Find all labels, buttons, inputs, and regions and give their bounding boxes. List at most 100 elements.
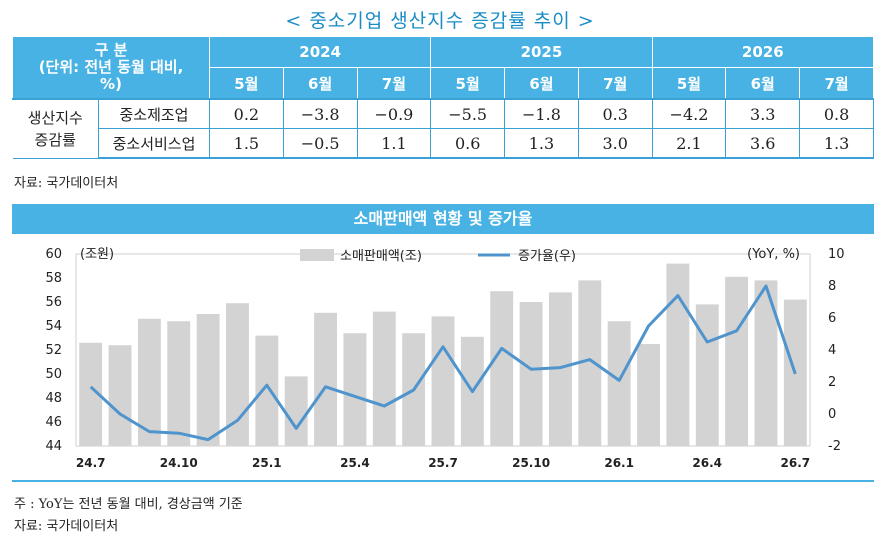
table-cell: 1.3: [504, 128, 579, 159]
month-header: 5월: [209, 67, 284, 100]
left-tick-label: 48: [45, 391, 62, 406]
bar: [725, 276, 749, 446]
table-row: 생산지수 증감률 중소제조업 0.2 −3.8 −0.9 −5.5 −1.8 0…: [12, 98, 874, 159]
row-label: 중소서비스업: [98, 128, 210, 159]
bar: [314, 312, 338, 446]
bar-series: [79, 263, 807, 446]
month-header: 5월: [430, 67, 506, 100]
table-cell: −0.9: [356, 98, 432, 129]
bar: [255, 335, 279, 446]
bar: [666, 263, 690, 446]
left-tick-label: 46: [45, 415, 62, 430]
table-cell: 1.1: [356, 128, 432, 159]
bar: [284, 376, 308, 446]
chart-title: 소매판매액 현황 및 증가율: [12, 204, 874, 234]
divider: [12, 480, 874, 482]
bar: [607, 321, 631, 446]
chart-note: 주 : YoY는 전년 동월 대비, 경상금액 기준: [14, 497, 243, 512]
table-cell: −1.8: [504, 98, 579, 129]
bar: [519, 302, 543, 446]
table-cell: 2.1: [651, 128, 727, 159]
bar: [372, 311, 396, 446]
table-cell: 1.3: [799, 128, 874, 159]
month-header: 5월: [651, 67, 727, 100]
left-tick-label: 52: [45, 343, 62, 358]
right-axis: 10 8 6 4 2 0 -2: [828, 247, 845, 454]
bar: [431, 316, 455, 446]
x-tick-label: 26.4: [692, 456, 722, 470]
table-cell: 3.0: [577, 128, 653, 159]
x-tick-label: 26.1: [604, 456, 634, 470]
table-cell: 3.3: [725, 98, 801, 129]
table-cell: −4.2: [651, 98, 727, 129]
left-tick-label: 56: [45, 295, 62, 310]
row-group-label: 생산지수 증감률: [12, 98, 99, 159]
page-title: < 중소기업 생산지수 증감률 추이 >: [285, 10, 595, 32]
left-tick-label: 50: [45, 367, 62, 382]
month-header: 7월: [356, 67, 432, 100]
table-cell: −0.5: [282, 128, 358, 159]
legend-line-label: 증가율(우): [518, 249, 576, 264]
x-tick-label: 25.10: [512, 456, 550, 470]
x-tick-label: 24.7: [76, 456, 106, 470]
bar: [343, 333, 367, 446]
right-tick-label: 2: [828, 375, 836, 390]
x-tick-label: 24.10: [160, 456, 198, 470]
row-label: 중소제조업: [98, 98, 210, 129]
year-header: 2025: [430, 36, 653, 68]
x-tick-label: 26.7: [781, 456, 811, 470]
left-tick-label: 60: [45, 247, 62, 262]
right-tick-label: 4: [828, 343, 836, 358]
table-cell: 0.3: [577, 98, 653, 129]
left-axis: 60 58 56 54 52 50 48 46 44: [45, 247, 62, 454]
table-cell: 0.2: [209, 98, 284, 129]
right-tick-label: -2: [828, 439, 841, 454]
table-cell: 3.6: [725, 128, 801, 159]
year-header: 2026: [651, 36, 875, 68]
bar: [226, 303, 249, 446]
right-axis-label: (YoY, %): [747, 247, 800, 262]
table-row: 중소서비스업 1.5 −0.5 1.1 0.6 1.3 3.0 2.1 3.6 …: [13, 128, 874, 159]
left-tick-label: 58: [45, 271, 62, 286]
bar: [754, 280, 778, 446]
month-header: 6월: [725, 67, 801, 100]
left-tick-label: 54: [45, 319, 62, 334]
line-series: [89, 284, 797, 442]
right-tick-label: 6: [828, 311, 836, 326]
month-header: 6월: [504, 67, 579, 100]
bar: [167, 321, 191, 446]
chart-source: 자료: 국가데이터처: [14, 519, 119, 534]
month-header: 7월: [799, 67, 874, 100]
year-header: 2024: [208, 36, 432, 68]
bar: [137, 318, 161, 446]
table-cell: 0.8: [799, 98, 874, 129]
right-tick-label: 8: [828, 279, 836, 294]
growth-table: 구 분 (단위: 전년 동월 대비, %) 2024 2025 2026 5월 …: [12, 36, 875, 159]
x-tick-label: 25.4: [340, 456, 370, 470]
left-tick-label: 44: [45, 439, 62, 454]
right-tick-label: 0: [828, 407, 836, 422]
bar: [637, 344, 660, 446]
bar: [695, 304, 719, 446]
table-cell: −3.8: [282, 98, 358, 129]
table-cell: 1.5: [209, 128, 284, 159]
month-header: 7월: [577, 67, 653, 100]
bar: [548, 292, 572, 446]
x-tick-label: 25.7: [428, 456, 458, 470]
bar: [108, 345, 132, 446]
table-header-label: 구 분 (단위: 전년 동월 대비, %): [12, 36, 210, 100]
legend-bar-label: 소매판매액(조): [340, 249, 422, 264]
retail-sales-chart: 60 58 56 54 52 50 48 46 44 10 8 6 4 2 0 -2 24.7 24.10 25…: [45, 247, 845, 470]
bar: [578, 280, 602, 446]
bar: [490, 291, 514, 446]
bar: [196, 314, 220, 446]
left-axis-label: (조원): [80, 247, 114, 262]
legend-bar-swatch: [300, 249, 334, 261]
right-tick-label: 10: [828, 247, 845, 262]
bar: [79, 342, 103, 446]
legend: 소매판매액(조) 증가율(우): [300, 249, 576, 264]
x-tick-label: 25.1: [252, 456, 282, 470]
table-cell: −5.5: [430, 98, 506, 129]
growth-line: [89, 284, 797, 442]
x-axis: 24.7 24.10 25.1 25.4 25.7 25.10 26.1 26.4 26.7: [76, 456, 810, 470]
